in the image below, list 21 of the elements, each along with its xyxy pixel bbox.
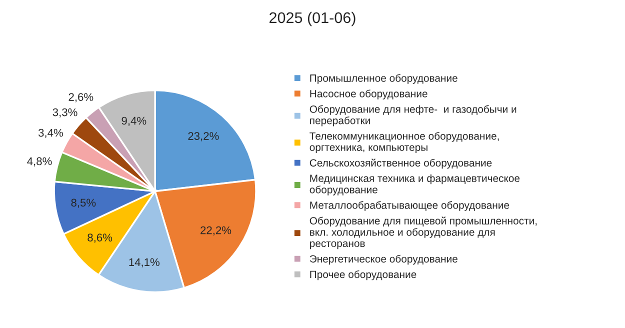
data-label: 23,2% [188, 132, 219, 142]
legend-label: Оборудование для пищевой промышленности, вкл. холодильное и оборудование для ресторанов [310, 216, 537, 250]
data-label: 2,6% [68, 93, 94, 102]
data-label: 4,8% [27, 157, 52, 166]
legend-label: Насосное оборудование [310, 90, 428, 100]
data-label: 8,5% [71, 198, 96, 208]
legend-label: Металлообрабатывающее оборудование [310, 201, 510, 211]
chart-title: 2025 (01-06) [270, 12, 356, 26]
data-label: 3,3% [52, 108, 78, 118]
legend-label: Энергетическое оборудование [310, 254, 458, 265]
legend-label: Оборудование для нефте- и газодобычи и переработки [310, 105, 516, 126]
data-label: 14,1% [129, 258, 160, 268]
data-label: 9,4% [122, 116, 146, 126]
legend-label: Прочее оборудование [310, 270, 416, 280]
legend-label: Промышленное оборудование [310, 74, 458, 84]
legend-label: Телекоммуникационное оборудование, оргтехника, компьютеры [310, 132, 499, 154]
data-label: 8,6% [88, 234, 112, 243]
data-label: 22,2% [200, 226, 232, 236]
legend-label: Сельскохозяйственное оборудование [310, 158, 492, 169]
legend-label: Медицинская техника и фармацевтическое оборудование [310, 174, 520, 196]
data-label: 3,4% [38, 128, 63, 138]
